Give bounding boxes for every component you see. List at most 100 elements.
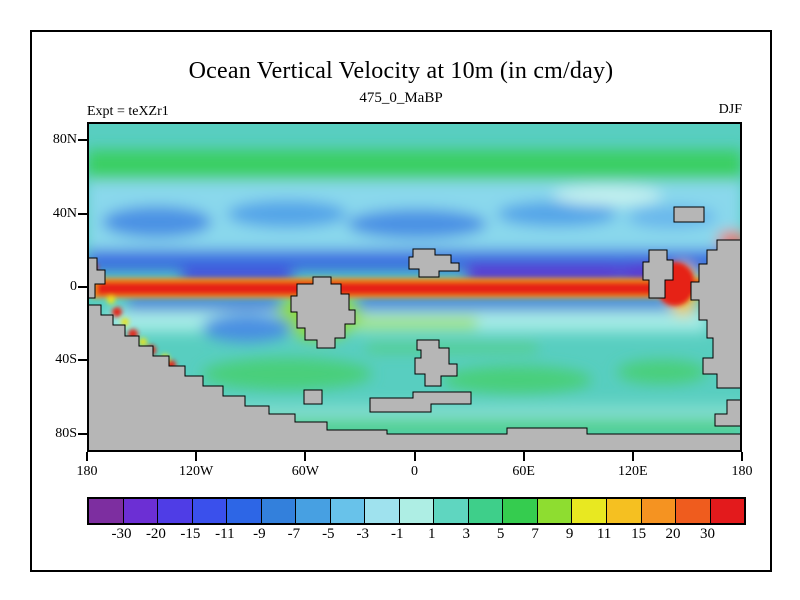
- colorbar-segment: [123, 499, 159, 523]
- land-polygon: [414, 339, 458, 387]
- ocean-patch: [87, 422, 742, 431]
- ocean-patch: [112, 307, 122, 317]
- land-group: [87, 206, 742, 452]
- land-polygon: [87, 257, 106, 299]
- colorbar-segment: [399, 499, 435, 523]
- colorbar-label: 1: [427, 526, 436, 542]
- plot-border: [87, 122, 742, 452]
- colorbar-segment: [192, 499, 228, 523]
- x-axis-tick-label: 120W: [179, 464, 214, 479]
- colorbar-label: -5: [322, 526, 335, 542]
- colorbar-label: -9: [253, 526, 266, 542]
- y-axis-tick: [78, 212, 87, 215]
- y-axis-tick: [78, 139, 87, 142]
- ocean-patch: [202, 358, 372, 390]
- x-axis-tick: [413, 452, 416, 461]
- y-axis-tick-label: 40S: [55, 352, 77, 368]
- x-axis-tick: [631, 452, 634, 461]
- y-axis-tick-label: 40N: [52, 205, 77, 221]
- ocean-patch: [102, 206, 212, 238]
- x-axis-tick-label: 60E: [512, 464, 535, 479]
- y-axis-tick-label: 80S: [55, 425, 77, 441]
- ocean-patch: [552, 186, 662, 206]
- ocean-patch: [202, 314, 292, 342]
- experiment-label: Expt = teXZr1: [87, 104, 169, 119]
- colorbar-label: -7: [287, 526, 301, 542]
- colorbar-segment: [227, 499, 262, 523]
- ocean-patch: [98, 283, 108, 293]
- colorbar-segment: [434, 499, 469, 523]
- colorbar-label: 15: [631, 526, 647, 542]
- colorbar-label: -1: [391, 526, 404, 542]
- x-axis-tick-label: 180: [731, 464, 753, 479]
- x-axis-tick-label: 180: [76, 464, 98, 479]
- land-polygon: [369, 391, 472, 413]
- x-axis-tick-label: 0: [411, 464, 418, 479]
- colorbar-label: 30: [700, 526, 716, 542]
- colorbar-label: 3: [462, 526, 470, 542]
- y-axis-tick: [78, 286, 87, 288]
- ocean-patch: [327, 318, 477, 328]
- colorbar-label: 5: [496, 526, 505, 542]
- colorbar-label: -30: [111, 526, 132, 542]
- x-axis-tick: [522, 452, 525, 461]
- colorbar-segment: [365, 499, 400, 523]
- colorbar-segment: [537, 499, 573, 523]
- colorbar-label: 9: [565, 526, 574, 542]
- land-polygon: [408, 248, 460, 278]
- colorbar-segment: [641, 499, 677, 523]
- land-polygon: [714, 399, 742, 427]
- colorbar-segment: [261, 499, 297, 523]
- ocean-patch: [107, 296, 115, 304]
- land-polygon: [690, 239, 742, 389]
- land-polygon: [87, 304, 742, 452]
- chart-subtitle: 475_0_MaBP: [359, 90, 443, 106]
- x-axis-tick: [195, 452, 198, 461]
- colorbar-segment: [572, 499, 607, 523]
- land-polygon: [642, 249, 674, 299]
- colorbar: [87, 497, 746, 525]
- land-polygon: [290, 276, 356, 349]
- colorbar-segment: [89, 499, 124, 523]
- plot-area: 80N 40N 0 40S 80S 180 120W 60W 0 60E 120E 180: [53, 122, 753, 479]
- y-axis-tick: [78, 432, 87, 435]
- ocean-patch: [367, 344, 537, 352]
- y-axis-tick-label: 0: [70, 279, 77, 294]
- ocean-patch: [442, 366, 592, 394]
- figure-frame: Ocean Vertical Velocity at 10m (in cm/da…: [30, 30, 772, 572]
- x-axis-tick-label: 120E: [618, 464, 648, 479]
- colorbar-segment: [330, 499, 366, 523]
- colorbar-segment: [158, 499, 193, 523]
- ocean-patch: [97, 282, 735, 295]
- x-axis-tick-label: 60W: [291, 464, 319, 479]
- land-polygon: [673, 206, 705, 223]
- colorbar-segment: [503, 499, 538, 523]
- season-label: DJF: [718, 102, 742, 117]
- colorbar-label: -20: [145, 526, 166, 542]
- colorbar-segment: [710, 499, 745, 523]
- ocean-patch: [617, 360, 707, 384]
- ocean-patch: [87, 150, 742, 182]
- ocean-patch: [121, 318, 129, 326]
- ocean-patch: [139, 338, 147, 346]
- x-axis-tick: [741, 452, 743, 461]
- y-axis-tick-label: 80N: [52, 132, 77, 148]
- colorbar-label: 7: [531, 526, 539, 542]
- colorbar-segment: [296, 499, 331, 523]
- colorbar-segment: [676, 499, 711, 523]
- colorbar-segment: [606, 499, 642, 523]
- ocean-patch: [497, 201, 617, 227]
- ocean-patch: [347, 209, 487, 239]
- colorbar-labels: -30 -20 -15 -11 -9 -7 -5 -3 -1 1 3 5 7 9 11 15 20 30: [87, 526, 742, 544]
- ocean-sharp-patches: [88, 262, 737, 370]
- x-axis-tick: [86, 452, 88, 461]
- ocean-patch: [227, 200, 347, 228]
- chart-title: Ocean Vertical Velocity at 10m (in cm/da…: [188, 58, 614, 84]
- colorbar-label: -11: [215, 526, 235, 542]
- colorbar-label: -3: [356, 526, 370, 542]
- colorbar-label: -15: [180, 526, 201, 542]
- colorbar-label: 11: [596, 526, 612, 542]
- colorbar-segment: [468, 499, 504, 523]
- x-axis-tick: [304, 452, 307, 461]
- y-axis-tick: [78, 359, 87, 362]
